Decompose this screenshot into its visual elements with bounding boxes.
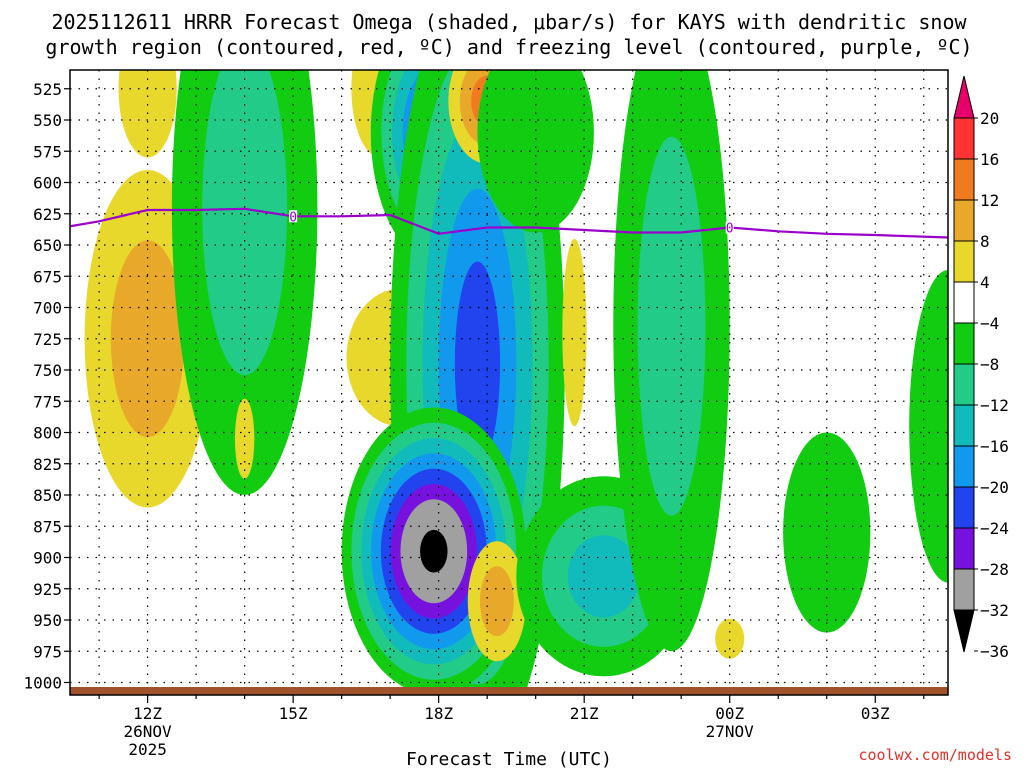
watermark: coolwx.com/models	[858, 746, 1012, 764]
x-tick-label-18Z: 18Z	[424, 704, 453, 723]
plot-area: 00	[69, 69, 949, 696]
x-tick-label-21Z: 21Z	[570, 704, 599, 723]
colorbar-box-8	[953, 404, 975, 447]
freezing-level-contour: 00	[70, 207, 948, 239]
y-tick-label-875: 875	[33, 517, 62, 536]
omega-feature-12	[477, 70, 594, 233]
omega-feature-17	[783, 432, 871, 633]
freezing-label-bg-2	[725, 221, 734, 234]
colorbar-label-11: −24	[980, 519, 1009, 538]
colorbar-label-7: −8	[980, 355, 999, 374]
x-tick-label-00Z: 00Z	[715, 704, 744, 723]
colorbar-box-3	[953, 199, 975, 242]
freezing-level-label-1: 0	[289, 210, 297, 225]
omega-feature-4	[234, 398, 255, 479]
colorbar-top-arrow	[953, 75, 975, 119]
colorbar-box-5	[953, 281, 975, 324]
y-tick-label-800: 800	[33, 424, 62, 443]
omega-contour-8	[479, 566, 514, 637]
colorbar: 20 16 12 8 4 −4 −8 −12 −16 −20 −24 −28 −32 −36	[953, 75, 1009, 661]
omega-contour-4	[715, 618, 745, 659]
colorbar-label-10: −20	[980, 478, 1009, 497]
y-tick-label-925: 925	[33, 580, 62, 599]
colorbar-bottom-arrow	[953, 609, 975, 653]
omega-feature-3	[171, 70, 318, 495]
ground-surface	[70, 687, 948, 695]
omega-contour--12	[567, 535, 640, 618]
colorbar-label-14: −36	[980, 642, 1009, 661]
omega-contour--4	[909, 270, 948, 583]
y-tick-label-675: 675	[33, 267, 62, 286]
colorbar-box-9	[953, 445, 975, 488]
colorbar-box-12	[953, 568, 975, 611]
plot-frame	[69, 69, 949, 696]
y-tick-label-725: 725	[33, 330, 62, 349]
omega-feature-16	[715, 618, 745, 659]
colorbar-box-2	[953, 158, 975, 201]
colorbar-box-4	[953, 240, 975, 283]
x-tick-label-15Z: 15Z	[279, 704, 308, 723]
freezing-level-line	[70, 207, 948, 239]
colorbar-label-13: −32	[980, 601, 1009, 620]
colorbar-box-7	[953, 363, 975, 406]
omega-contour--20	[454, 261, 501, 466]
y-tick-label-975: 975	[33, 642, 62, 661]
omega-contour--8	[202, 70, 288, 376]
omega-feature-15	[613, 70, 730, 652]
omega-feature-11	[467, 541, 526, 662]
omega-feature-18	[909, 270, 948, 583]
x-tick-year-12Z: 2025	[128, 740, 167, 759]
x-tick-date-00Z: 27NOV	[706, 722, 755, 741]
omega-contour--8	[637, 136, 706, 516]
y-tick-label-575: 575	[33, 142, 62, 161]
y-tick-label-900: 900	[33, 549, 62, 568]
y-axis: 525 550 575 600 625 650 675 700 725 750 775 800 825 8…	[23, 80, 70, 693]
colorbar-label-12: −28	[980, 560, 1009, 579]
y-tick-label-825: 825	[33, 455, 62, 474]
grid-lines	[70, 70, 948, 695]
y-tick-label-1000: 1000	[23, 674, 62, 693]
y-tick-label-625: 625	[33, 205, 62, 224]
y-tick-label-700: 700	[33, 299, 62, 318]
omega-contour--36	[420, 529, 448, 573]
y-tick-label-950: 950	[33, 611, 62, 630]
colorbar-label-4: 8	[980, 232, 990, 251]
colorbar-box-1	[953, 117, 975, 160]
y-tick-label-750: 750	[33, 361, 62, 380]
chart-title-line-2: growth region (contoured, red, ºC) and f…	[45, 35, 972, 59]
colorbar-label-8: −12	[980, 396, 1009, 415]
omega-contour--4	[477, 70, 594, 233]
colorbar-label-2: 16	[980, 150, 999, 169]
colorbar-label-5: 4	[980, 273, 990, 292]
colorbar-label-9: −16	[980, 437, 1009, 456]
colorbar-box-11	[953, 527, 975, 570]
y-tick-label-550: 550	[33, 111, 62, 130]
omega-contour--4	[783, 432, 871, 633]
y-tick-label-650: 650	[33, 236, 62, 255]
x-tick-date-12Z: 26NOV	[124, 722, 173, 741]
colorbar-label-3: 12	[980, 191, 999, 210]
x-axis-label: Forecast Time (UTC)	[406, 749, 612, 768]
omega-contour-4	[234, 398, 255, 479]
x-tick-label-12Z: 12Z	[133, 704, 162, 723]
x-tick-label-03Z: 03Z	[861, 704, 890, 723]
y-tick-label-525: 525	[33, 80, 62, 99]
colorbar-label-6: −4	[980, 314, 999, 333]
freezing-level-label-2: 0	[726, 222, 734, 237]
y-tick-label-775: 775	[33, 392, 62, 411]
chart-title-line-1: 2025112611 HRRR Forecast Omega (shaded, …	[51, 10, 967, 34]
y-tick-label-850: 850	[33, 486, 62, 505]
y-tick-label-600: 600	[33, 174, 62, 193]
colorbar-box-10	[953, 486, 975, 529]
freezing-label-bg-1	[289, 210, 298, 223]
omega-feature-13	[562, 238, 587, 427]
colorbar-box-6	[953, 322, 975, 365]
colorbar-label-1: 20	[980, 109, 999, 128]
omega-contour-4	[562, 238, 587, 427]
